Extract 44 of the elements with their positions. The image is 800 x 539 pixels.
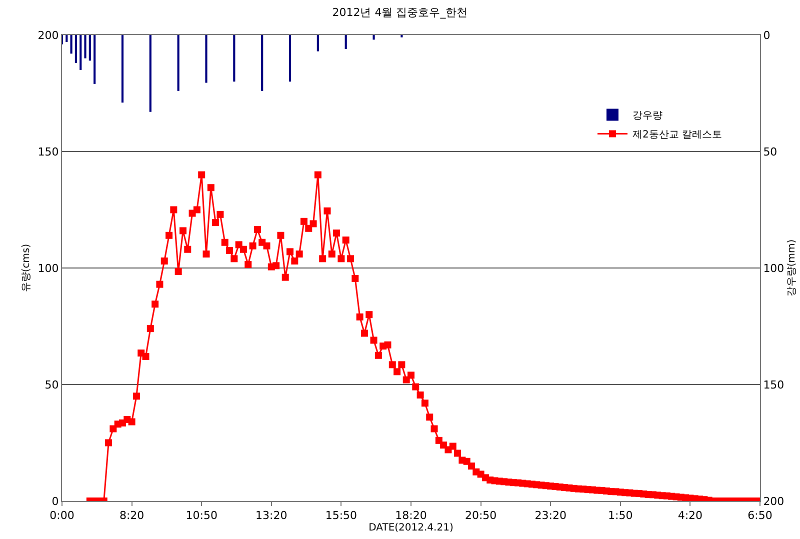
x-tick-label: 0:00 bbox=[50, 509, 74, 522]
chart-title: 2012년 4월 집중호우_한천 bbox=[332, 6, 468, 19]
y-tick-label: 100 bbox=[38, 262, 59, 275]
bar bbox=[372, 35, 375, 40]
bar bbox=[88, 35, 91, 61]
x-tick-label: 8:20 bbox=[119, 509, 144, 522]
y2-tick-label: 200 bbox=[763, 494, 784, 508]
y-axis-title: 유량(cms) bbox=[20, 244, 32, 292]
x-tick-label: 4:20 bbox=[678, 509, 703, 522]
bar bbox=[94, 35, 96, 84]
bar bbox=[121, 35, 124, 103]
x-tick-label: 20:50 bbox=[464, 509, 497, 522]
y-tick-label: 0 bbox=[52, 494, 59, 508]
x-tick-label: 13:20 bbox=[256, 509, 288, 522]
y2-tick-label: 150 bbox=[763, 378, 784, 392]
bar bbox=[233, 35, 236, 82]
bar bbox=[149, 35, 152, 112]
y-tick-label: 200 bbox=[38, 28, 59, 42]
bar bbox=[84, 35, 86, 58]
legend-label: 강우량 bbox=[632, 110, 662, 122]
x-tick-label: 1:50 bbox=[608, 509, 633, 522]
bar bbox=[344, 35, 347, 49]
legend-label: 제2동산교 칼레스토 bbox=[632, 130, 722, 141]
bar bbox=[70, 35, 72, 54]
x-tick-label: 10:50 bbox=[186, 509, 218, 522]
x-tick-label: 23:20 bbox=[534, 509, 566, 522]
y-tick-label: 150 bbox=[38, 145, 59, 158]
y2-axis-title: 강우량(mm) bbox=[786, 239, 798, 297]
x-tick-label: 15:50 bbox=[325, 509, 358, 522]
bar bbox=[80, 35, 82, 70]
x-tick-label: 6:50 bbox=[748, 509, 772, 522]
x-axis-title: DATE(2012.4.21) bbox=[368, 522, 454, 534]
bar bbox=[316, 35, 319, 52]
bar bbox=[261, 35, 264, 91]
y2-tick-label: 50 bbox=[763, 145, 778, 158]
bar bbox=[74, 35, 78, 63]
bar bbox=[66, 35, 68, 42]
y-tick-label: 50 bbox=[44, 378, 59, 392]
bar bbox=[288, 35, 292, 82]
x-tick-label: 18:20 bbox=[395, 509, 427, 522]
y2-tick-label: 0 bbox=[763, 28, 770, 42]
y2-tick-label: 100 bbox=[763, 262, 784, 275]
bar bbox=[205, 35, 208, 83]
bar bbox=[177, 35, 180, 91]
